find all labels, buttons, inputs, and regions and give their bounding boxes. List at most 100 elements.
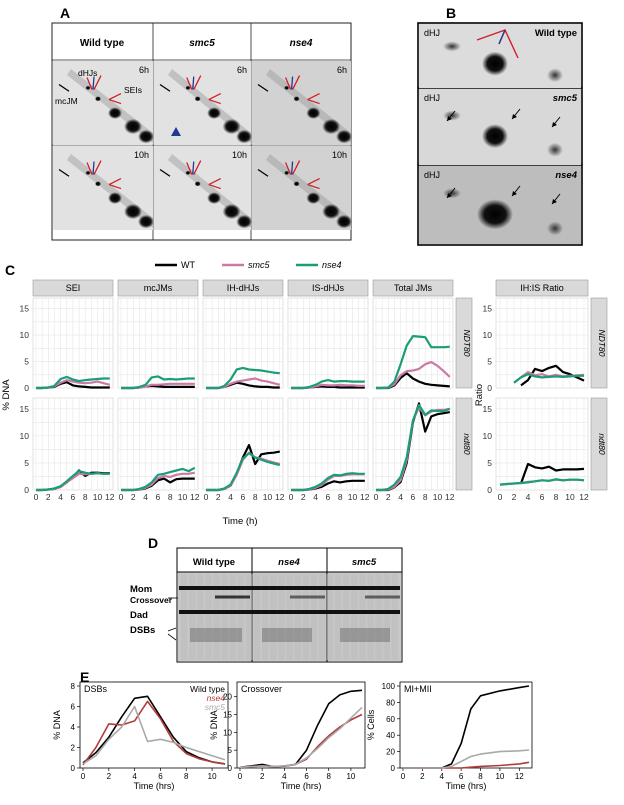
series-line-nse4 (82, 700, 226, 766)
y-tick-label: 10 (223, 728, 232, 737)
x-tick-label: 2 (260, 772, 265, 781)
chart-title: Crossover (241, 684, 282, 694)
ratio-y-tick-label: 0 (487, 485, 492, 495)
x-tick-label: 4 (143, 492, 148, 502)
gel-lane (270, 574, 277, 660)
y-tick-label: 15 (20, 304, 30, 314)
gel-lane (294, 574, 301, 660)
gel-lane (359, 574, 366, 660)
x-tick-label: 10 (346, 772, 355, 781)
sei-marker-red (108, 177, 122, 190)
y-tick-label: 2 (71, 744, 76, 753)
gel-lane (326, 574, 334, 660)
gel-lane (237, 574, 245, 660)
chart-frame (236, 681, 366, 769)
x-tick-label: 12 (105, 492, 115, 502)
chart-title: DSBs (84, 684, 108, 694)
y-tick-label: 4 (71, 723, 76, 732)
dhj-marker-blue (192, 76, 195, 90)
gel-label-dad: Dad (130, 610, 148, 621)
x-tick-label: 8 (83, 492, 88, 502)
facet-IS-dHJs-NDT80 (287, 297, 369, 390)
x-tick-label: 10 (178, 492, 188, 502)
ratio-row-strip-label: ndt80 (597, 433, 607, 455)
series-line-nse4 (121, 466, 196, 492)
zoom-tag-dhj: dHJ (424, 28, 440, 38)
x-tick-label: 6 (71, 492, 76, 502)
sei-marker-red (208, 177, 222, 190)
legend-entry-nse4: nse4 (207, 693, 226, 703)
x-tick-label: 10 (208, 772, 217, 781)
gel-lane (367, 574, 374, 660)
ratio-series-line-nse4 (513, 373, 584, 384)
gel-spot (222, 118, 241, 135)
gel-spot (207, 192, 222, 205)
band-crossover-smc5 (365, 595, 400, 599)
x-tick-label: 4 (228, 492, 233, 502)
y-tick-label: 15 (223, 711, 232, 720)
gel-image-a-3: 10h (53, 146, 154, 230)
facet-mcJMs-ndt80: 0 2 4 6 8 10 12 (117, 397, 200, 502)
series-line-nse4 (206, 366, 280, 390)
chart-title: MI+MII (404, 684, 432, 694)
x-tick-label: 6 (156, 492, 161, 502)
band-mom (179, 586, 400, 590)
gel-spot (85, 85, 91, 91)
series-line-nse4 (121, 375, 195, 390)
x-tick-label: 2 (386, 492, 391, 502)
gel-time-label: 10h (134, 150, 149, 160)
gel-spot (194, 181, 201, 187)
label-seis: SEIs (124, 85, 142, 95)
band-dad (179, 610, 400, 614)
gel-spot (284, 170, 290, 176)
facet-strip-label: IS-dHJs (312, 283, 345, 293)
gel-image-a-1: 6h (154, 61, 253, 145)
panel-letter-c: C (5, 262, 15, 278)
ratio-y-tick-label: 5 (487, 458, 492, 468)
gel-spot (138, 214, 154, 229)
zoom-tag-dhj: dHJ (424, 93, 440, 103)
gel-lane (391, 574, 399, 660)
facet-mcJMs-NDT80 (117, 297, 199, 390)
panel-letter-a: A (60, 5, 70, 21)
y-tick-label: 0 (24, 485, 29, 495)
panel-letter-e: E (80, 669, 89, 685)
ratio-x-tick-label: 8 (554, 492, 559, 502)
gel-lane (375, 574, 382, 660)
x-tick-label: 4 (398, 492, 403, 502)
facet-strip-label: Total JMs (394, 283, 433, 293)
zoom-spot-right (547, 142, 563, 157)
x-tick-label: 0 (238, 772, 243, 781)
x-tick-label: 6 (304, 772, 309, 781)
gel-spot (306, 107, 321, 120)
chart-xlabel: Time (hrs) (446, 781, 487, 791)
band-dsbs-2 (340, 628, 390, 642)
x-tick-label: 10 (93, 492, 103, 502)
gel-lane (253, 574, 261, 660)
gel-time-label: 10h (232, 150, 247, 160)
blue-triangle-marker (171, 127, 181, 136)
y-tick-label: 0 (24, 383, 29, 393)
zoom-spot-left (443, 110, 461, 121)
ratio-y-tick-label: 15 (483, 404, 493, 414)
gel-lane (229, 574, 237, 660)
gel-spot (207, 107, 222, 120)
x-tick-label: 6 (411, 492, 416, 502)
gel-spot (336, 129, 353, 144)
gel-spot (322, 203, 341, 220)
zoom-arrowhead (447, 193, 452, 198)
gel-header-0: Wild type (193, 557, 235, 568)
gel-time-label: 10h (332, 150, 347, 160)
gel-spot (293, 181, 300, 187)
facet-row-strip-label: NDT80 (462, 330, 472, 357)
series-line-smc5 (239, 706, 363, 769)
zoom-row-label: smc5 (553, 93, 578, 104)
y-tick-label: 0 (391, 764, 396, 773)
zoom-spot-left (443, 41, 461, 52)
y-tick-label: 8 (71, 682, 76, 691)
x-tick-label: 12 (275, 492, 285, 502)
gel-spot (85, 170, 91, 176)
panel-c-legend: WT smc5 nse4 (155, 260, 342, 270)
x-tick-label: 4 (282, 772, 287, 781)
